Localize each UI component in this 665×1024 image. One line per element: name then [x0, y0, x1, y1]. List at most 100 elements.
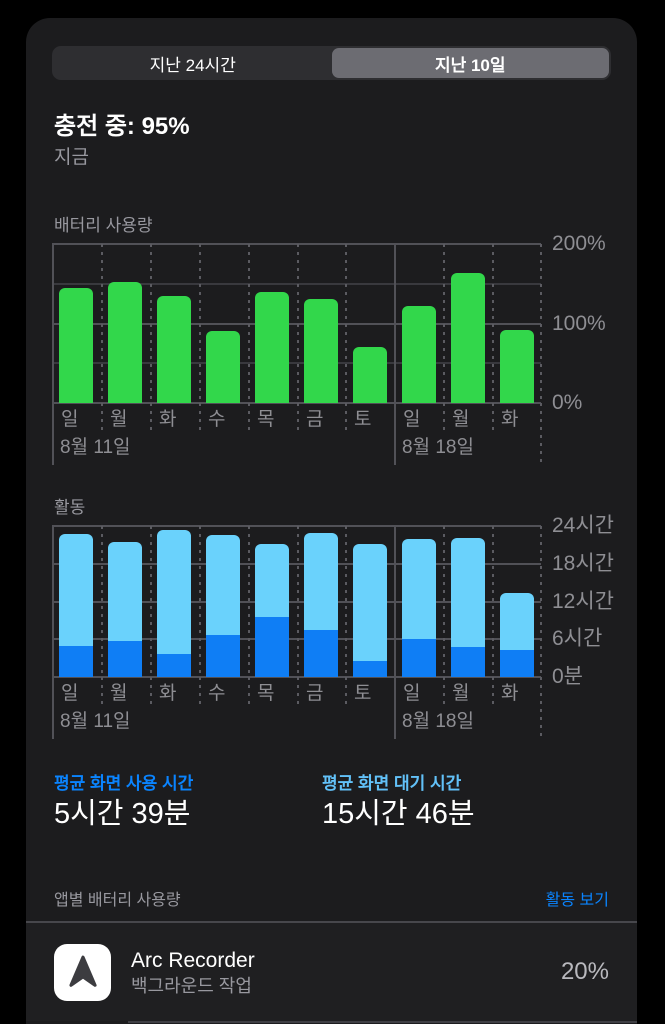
- gridline: [52, 600, 541, 603]
- segment-last-24-hours-label: 지난 24시간: [149, 55, 236, 75]
- day-separator-line: [150, 526, 152, 677]
- week-start-date-label: 8월 11일: [60, 437, 131, 458]
- battery-usage-bar-8[interactable]: [451, 273, 485, 403]
- day-label: 목: [257, 683, 275, 704]
- app-row-text: Arc Recorder 백그라운드 작업: [131, 947, 561, 998]
- battery-usage-bar-4[interactable]: [255, 291, 289, 403]
- axis-tick-line: [52, 403, 54, 465]
- screen-on-segment: [206, 635, 240, 677]
- axis-tick-line: [150, 403, 152, 433]
- day-separator-line: [101, 526, 103, 677]
- axis-tick-line: [101, 403, 103, 433]
- activity-chart[interactable]: 24시간 18시간 12시간 6시간 0분 일 월 화 수 목 금 토 일 월 화 8월 11일 8월 18일: [52, 515, 637, 739]
- activity-bar-1[interactable]: [108, 541, 142, 677]
- axis-tick-line: [199, 403, 201, 433]
- day-label: 수: [208, 683, 226, 704]
- screen-on-segment: [402, 639, 436, 677]
- day-separator-line: [492, 244, 494, 403]
- gridline: [52, 676, 541, 678]
- week-boundary-line: [52, 526, 54, 677]
- segment-last-10-days-label: 지난 10일: [434, 55, 506, 75]
- day-separator-line: [297, 526, 299, 677]
- activity-chart-title: 활동: [54, 498, 86, 517]
- gridline: [52, 525, 541, 527]
- activity-x-axis-labels: 일 월 화 수 목 금 토 일 월 화 8월 11일 8월 18일: [52, 677, 542, 739]
- day-label: 일: [61, 683, 79, 704]
- activity-bar-6[interactable]: [353, 544, 387, 677]
- averages-section: 평균 화면 사용 시간 5시간 39분 평균 화면 대기 시간 15시간 46분: [54, 773, 609, 832]
- day-label: 월: [110, 409, 128, 430]
- day-separator-line: [492, 526, 494, 677]
- activity-bar-4[interactable]: [255, 543, 289, 677]
- axis-tick-line: [394, 403, 396, 465]
- battery-usage-bar-9[interactable]: [500, 329, 534, 403]
- day-label: 일: [403, 683, 421, 704]
- activity-bar-9[interactable]: [500, 593, 534, 677]
- average-standby-time: 평균 화면 대기 시간 15시간 46분: [322, 773, 590, 832]
- activity-bar-0[interactable]: [59, 533, 93, 677]
- list-divider: [26, 921, 637, 923]
- screen-on-segment: [500, 649, 534, 677]
- average-screen-on-time: 평균 화면 사용 시간 5시간 39분: [54, 773, 322, 832]
- week-boundary-line: [52, 244, 54, 403]
- gridline: [52, 322, 541, 325]
- y-axis-tick-label: 100%: [552, 311, 606, 335]
- activity-bar-8[interactable]: [451, 537, 485, 677]
- activity-bar-3[interactable]: [206, 534, 240, 677]
- segment-last-24-hours[interactable]: 지난 24시간: [54, 48, 332, 78]
- day-label: 화: [501, 683, 519, 704]
- show-activity-link[interactable]: 활동 보기: [545, 892, 609, 909]
- day-separator-line: [345, 526, 347, 677]
- gridline: [52, 562, 541, 565]
- gridline: [52, 402, 541, 404]
- screen-on-segment: [451, 646, 485, 677]
- week-start-date-label: 8월 11일: [60, 711, 131, 732]
- day-label: 월: [452, 409, 470, 430]
- axis-tick-line: [248, 677, 250, 707]
- average-standby-label: 평균 화면 대기 시간: [322, 774, 462, 793]
- app-battery-usage-header: 앱별 배터리 사용량 활동 보기: [54, 890, 609, 912]
- day-separator-line: [199, 526, 201, 677]
- app-row-arc-recorder[interactable]: Arc Recorder 백그라운드 작업 20%: [26, 923, 637, 1021]
- time-range-segmented-control: 지난 24시간 지난 10일: [52, 46, 611, 80]
- day-separator-line: [248, 526, 250, 677]
- gridline: [52, 638, 541, 641]
- app-name: Arc Recorder: [131, 948, 255, 972]
- day-label: 화: [159, 683, 177, 704]
- battery-usage-bar-7[interactable]: [402, 306, 436, 403]
- day-separator-line: [199, 244, 201, 403]
- battery-usage-bar-0[interactable]: [59, 287, 93, 403]
- y-axis-tick-label: 12시간: [552, 589, 614, 613]
- navigation-arrow-icon: [54, 943, 111, 1001]
- activity-bar-2[interactable]: [157, 530, 191, 677]
- segment-last-10-days[interactable]: 지난 10일: [331, 48, 609, 78]
- battery-usage-bar-2[interactable]: [157, 295, 191, 403]
- battery-usage-bar-5[interactable]: [304, 298, 338, 403]
- day-label: 금: [306, 409, 324, 430]
- day-label: 월: [110, 683, 128, 704]
- activity-plot-area: [52, 525, 542, 678]
- axis-tick-line: [443, 677, 445, 707]
- battery-usage-bar-3[interactable]: [206, 331, 240, 403]
- activity-bar-7[interactable]: [402, 538, 436, 677]
- charging-status-text: 충전 중: 95%: [54, 113, 190, 140]
- day-separator-line: [150, 244, 152, 403]
- gridline: [52, 362, 541, 365]
- inset-divider: [128, 1021, 637, 1023]
- axis-tick-line: [248, 403, 250, 433]
- battery-usage-chart[interactable]: 200% 100% 0% 일 월 화 수 목 금 토 일 월 화 8월 11일 8월 18일: [52, 233, 637, 465]
- day-label: 일: [61, 409, 79, 430]
- axis-tick-line: [492, 403, 494, 433]
- activity-bar-5[interactable]: [304, 532, 338, 677]
- battery-panel-card: 지난 24시간 지난 10일 충전 중: 95% 지금 배터리 사용량 200%…: [26, 18, 637, 1024]
- battery-usage-bar-1[interactable]: [108, 282, 142, 403]
- day-label: 토: [354, 683, 372, 704]
- battery-usage-bar-6[interactable]: [353, 347, 387, 403]
- average-screen-on-value: 5시간 39분: [54, 798, 191, 830]
- axis-tick-line: [492, 677, 494, 707]
- screen-on-segment: [59, 646, 93, 677]
- screen-on-segment: [304, 630, 338, 677]
- axis-tick-line: [345, 677, 347, 707]
- week-start-date-label: 8월 18일: [402, 437, 474, 458]
